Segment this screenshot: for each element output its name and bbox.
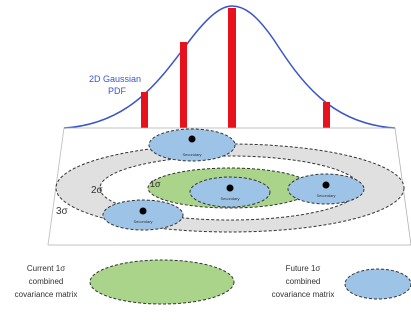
gaussian-label-line1: 2D Gaussian — [89, 74, 141, 84]
legend-future-swatch — [344, 268, 411, 300]
pdf-bar-mid-left — [180, 42, 187, 128]
sigma1-label: 1σ — [150, 179, 161, 189]
pdf-bar-left — [141, 92, 148, 128]
pdf-bar-center — [228, 8, 236, 128]
secondary-label-top: Secondary — [182, 152, 201, 157]
object-dot — [188, 135, 196, 143]
legend-current-line2: combined — [29, 277, 64, 286]
secondary-label-right: Secondary — [316, 193, 335, 198]
object-dot — [322, 181, 330, 189]
legend-current-line1: Current 1σ — [27, 264, 65, 273]
legend-future-line3: covariance matrix — [272, 290, 335, 299]
plane-guide-left — [47, 127, 65, 246]
future-ellipse-center: Secondary — [189, 176, 271, 208]
legend-future-line2: combined — [286, 277, 321, 286]
future-ellipse-bottom-left: Secondary — [102, 199, 184, 231]
object-dot — [139, 207, 147, 215]
pdf-bar-right — [323, 102, 330, 128]
secondary-label-center: Secondary — [220, 196, 239, 201]
legend-current-line3: covariance matrix — [15, 290, 78, 299]
gaussian-label-line2: PDF — [108, 86, 127, 96]
legend-current-swatch — [89, 259, 235, 305]
sigma2-label: 2σ — [91, 185, 104, 196]
secondary-label-bottom-left: Secondary — [133, 219, 152, 224]
future-ellipse-top: Secondary — [148, 128, 236, 162]
legend-future-line1: Future 1σ — [286, 264, 321, 273]
future-ellipse-right: Secondary — [287, 173, 365, 205]
object-dot — [226, 184, 234, 192]
legend: Current 1σ combined covariance matrix Fu… — [15, 259, 411, 305]
sigma3-label: 3σ — [56, 206, 69, 217]
